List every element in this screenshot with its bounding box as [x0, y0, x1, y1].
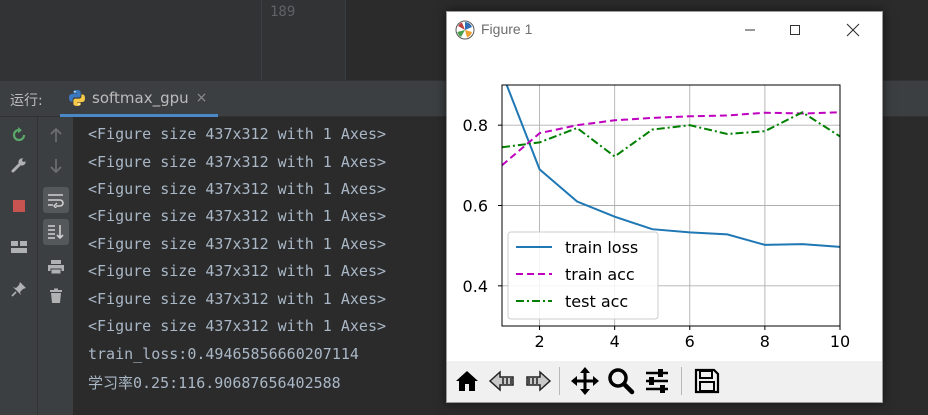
- scroll-down-button[interactable]: [43, 153, 69, 179]
- minimize-button[interactable]: [728, 16, 772, 44]
- run-toolbar-primary: [0, 117, 38, 415]
- back-button[interactable]: [486, 365, 518, 397]
- close-icon[interactable]: ×: [195, 89, 208, 106]
- legend-label-2: test acc: [565, 292, 628, 311]
- maximize-button[interactable]: [773, 16, 817, 44]
- pin-button[interactable]: [6, 276, 32, 302]
- close-button[interactable]: [831, 16, 875, 44]
- run-panel-label: 运行:: [10, 93, 43, 109]
- x-tick-label: 10: [830, 332, 850, 351]
- soft-wrap-button[interactable]: [43, 187, 69, 213]
- layout-button[interactable]: [6, 234, 32, 260]
- x-tick-label: 6: [685, 332, 695, 351]
- scroll-up-button[interactable]: [43, 122, 69, 148]
- legend-box: [507, 231, 659, 320]
- console-line: <Figure size 437x312 with 1 Axes>: [88, 180, 387, 198]
- series-line-2: [502, 111, 840, 158]
- legend-label-0: train loss: [565, 238, 638, 257]
- y-tick-label: 0.6: [463, 197, 488, 216]
- pin-icon: [11, 282, 26, 297]
- arrow-up-icon: [50, 127, 62, 142]
- editor-left-pane: [0, 0, 262, 80]
- figure-window: Figure 1 2 4 6 8 10 0.4 0.6 0.8 train loss train …: [446, 11, 883, 403]
- layout-icon: [11, 241, 27, 253]
- scroll-to-end-button[interactable]: [43, 219, 69, 245]
- trash-icon: [50, 288, 62, 303]
- matplotlib-logo-icon: [455, 20, 475, 40]
- minimize-icon: [745, 29, 755, 31]
- editor-gutter: [262, 0, 346, 80]
- y-tick-label: 0.4: [463, 277, 488, 296]
- close-icon: [846, 23, 860, 37]
- maximize-icon: [790, 25, 800, 35]
- series-line-0: [505, 85, 840, 248]
- python-icon: [69, 89, 85, 106]
- toolbar-separator: [559, 367, 560, 395]
- figure-title: Figure 1: [481, 21, 533, 37]
- back-icon: [488, 370, 514, 392]
- scroll-to-end-icon: [48, 225, 64, 240]
- forward-button[interactable]: [522, 365, 554, 397]
- configure-subplots-button[interactable]: [641, 365, 673, 397]
- y-tick-label: 0.8: [463, 116, 488, 135]
- x-tick-label: 8: [760, 332, 770, 351]
- run-tab-softmax-gpu[interactable]: softmax_gpu ×: [60, 81, 218, 117]
- run-toolbar-secondary: [38, 117, 74, 415]
- home-button[interactable]: [451, 365, 483, 397]
- pan-icon: [571, 367, 599, 395]
- soft-wrap-icon: [48, 194, 64, 208]
- legend-label-1: train acc: [565, 265, 635, 284]
- console-line: <Figure size 437x312 with 1 Axes>: [88, 290, 387, 308]
- rerun-button[interactable]: [6, 122, 32, 148]
- clear-console-button[interactable]: [43, 283, 69, 309]
- console-line: <Figure size 437x312 with 1 Axes>: [88, 235, 387, 253]
- console-line: <Figure size 437x312 with 1 Axes>: [88, 125, 387, 143]
- toolbar-separator: [681, 367, 682, 395]
- zoom-button[interactable]: [605, 365, 637, 397]
- series-line-1: [502, 111, 840, 167]
- save-button[interactable]: [691, 365, 723, 397]
- zoom-icon: [608, 368, 635, 395]
- line-chart: 2 4 6 8 10 0.4 0.6 0.8 train loss train acc test a…: [463, 84, 850, 351]
- line-number: 189: [270, 4, 296, 20]
- wrench-icon: [11, 158, 26, 173]
- figure-title-bar[interactable]: Figure 1: [447, 12, 882, 48]
- plot-area[interactable]: 2 4 6 8 10 0.4 0.6 0.8 train loss train acc test a…: [447, 48, 882, 361]
- console-line: <Figure size 437x312 with 1 Axes>: [88, 262, 387, 280]
- rerun-icon: [12, 127, 26, 142]
- save-icon: [694, 368, 720, 394]
- console-line: <Figure size 437x312 with 1 Axes>: [88, 317, 387, 335]
- stop-icon: [13, 200, 25, 212]
- print-button[interactable]: [43, 254, 69, 280]
- arrow-down-icon: [50, 159, 62, 174]
- configure-subplots-icon: [646, 369, 668, 393]
- home-icon: [456, 371, 478, 391]
- x-tick-label: 2: [534, 332, 544, 351]
- x-tick-label: 4: [610, 332, 620, 351]
- stop-button[interactable]: [6, 193, 32, 219]
- pan-button[interactable]: [569, 365, 601, 397]
- console-line: <Figure size 437x312 with 1 Axes>: [88, 207, 387, 225]
- console-line: 学习率0.25:116.90687656402588: [88, 374, 341, 392]
- forward-icon: [526, 370, 552, 392]
- print-icon: [48, 260, 64, 275]
- run-tab-label: softmax_gpu: [92, 88, 189, 107]
- figure-toolbar: [447, 361, 882, 402]
- console-line: train_loss:0.49465856660207114: [88, 345, 359, 363]
- console-line: <Figure size 437x312 with 1 Axes>: [88, 153, 387, 171]
- settings-button[interactable]: [6, 152, 32, 178]
